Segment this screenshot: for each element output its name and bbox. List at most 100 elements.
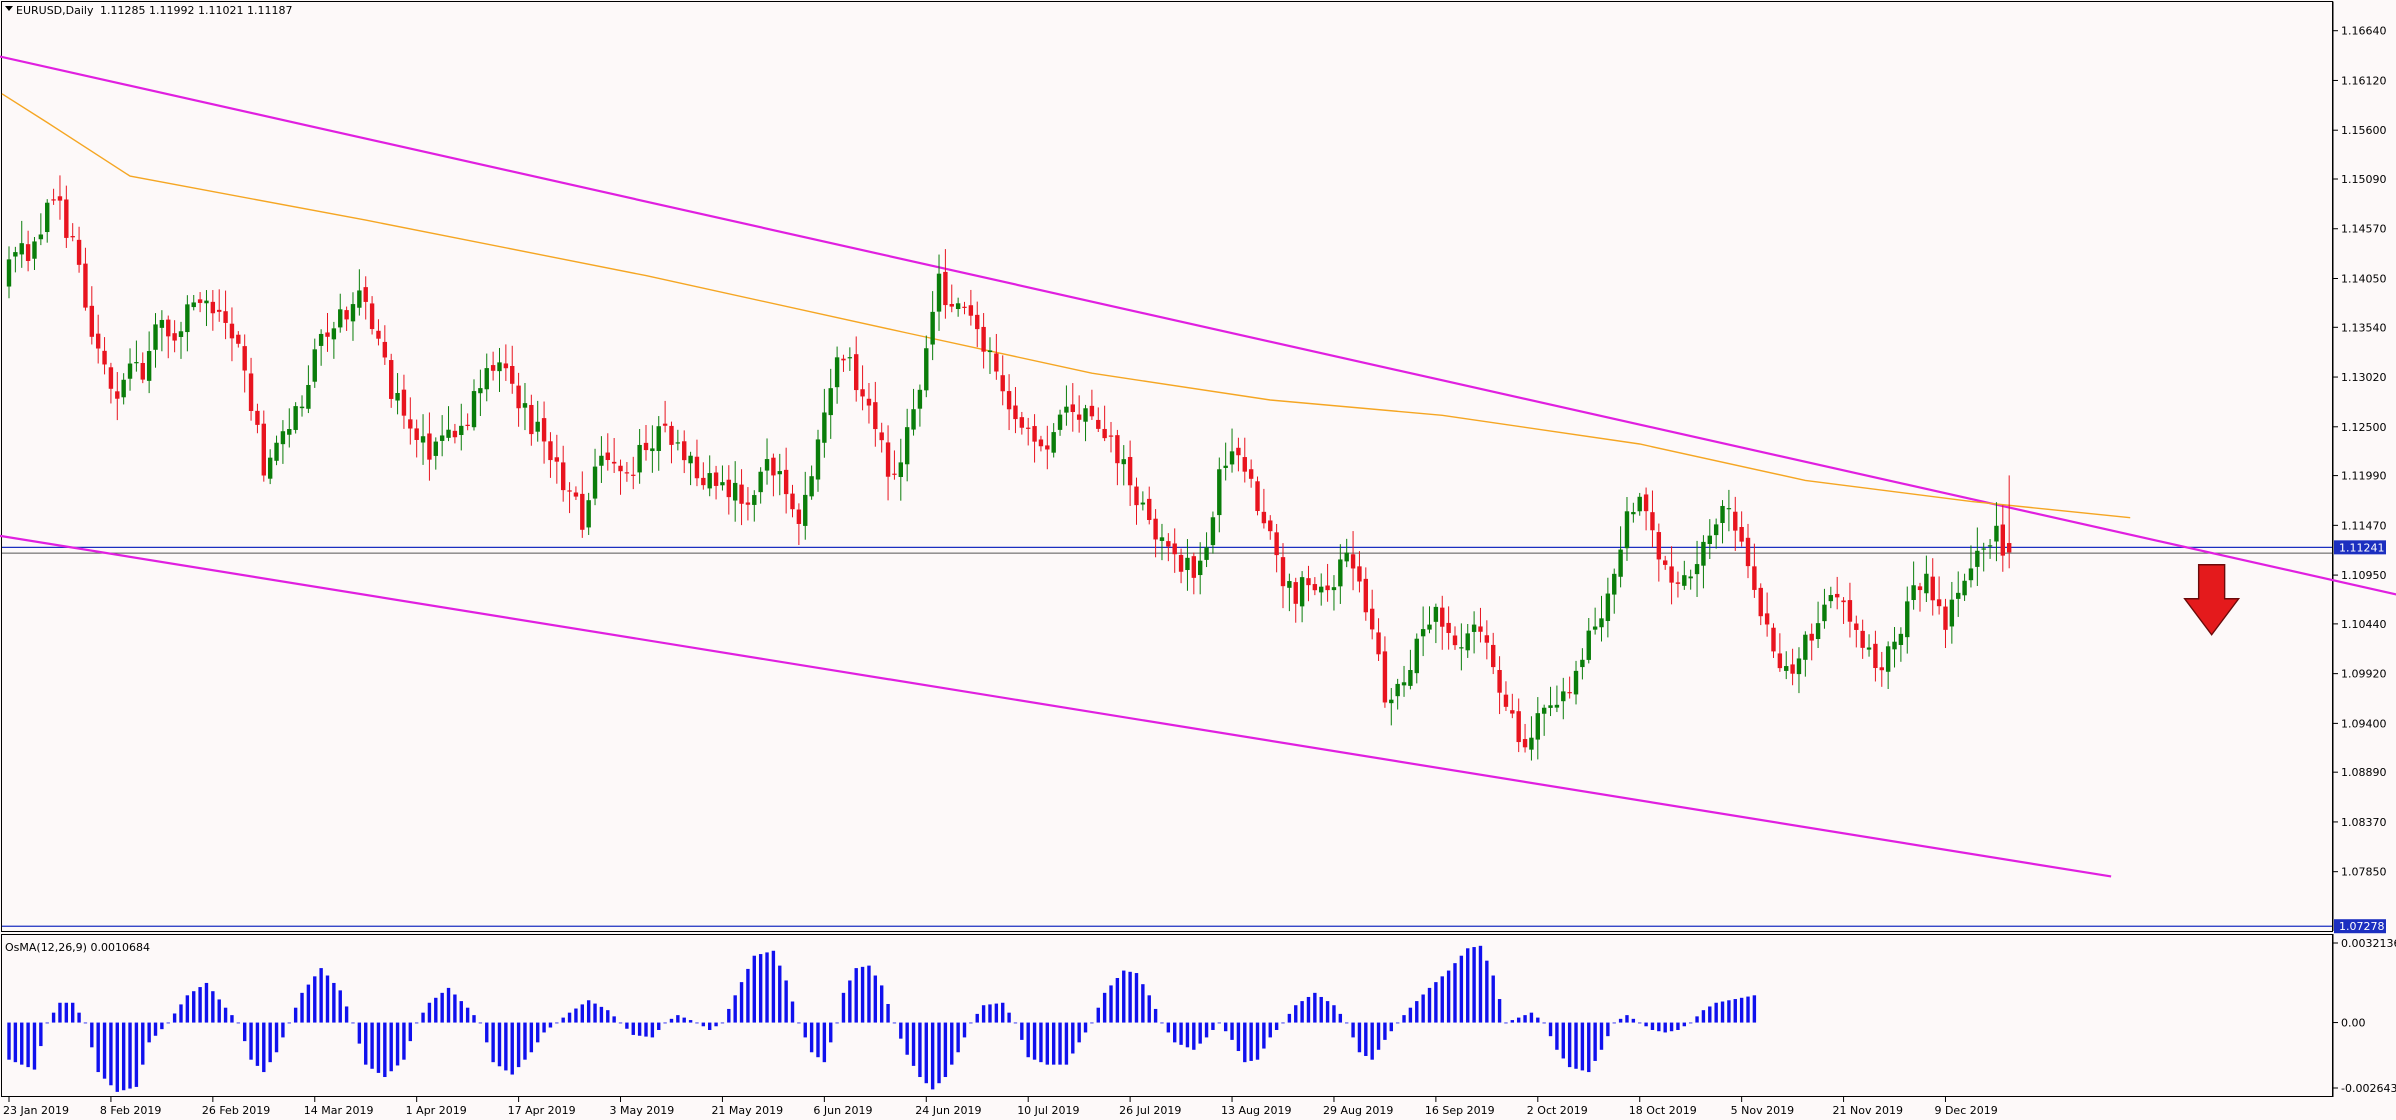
candle-bear xyxy=(1325,585,1330,591)
osma-bar xyxy=(1727,1000,1731,1023)
candle-bull xyxy=(752,495,757,505)
osma-bar xyxy=(255,1022,260,1066)
osma-bar xyxy=(1593,1022,1597,1061)
osma-bar xyxy=(1281,1022,1285,1024)
time-tick-label: 23 Jan 2019 xyxy=(3,1104,69,1117)
candle-bear xyxy=(1809,633,1814,641)
osma-bar xyxy=(1376,1022,1381,1050)
candle-bear xyxy=(745,502,751,505)
osma-bar xyxy=(739,982,744,1023)
candle-bear xyxy=(726,479,732,498)
candle-bull xyxy=(1949,599,1955,627)
candle-bear xyxy=(866,398,872,406)
candle-bear xyxy=(548,441,553,461)
descending-channel[interactable] xyxy=(0,55,2396,878)
candle-bear xyxy=(57,196,63,201)
osma-bar xyxy=(758,954,763,1023)
candle-bear xyxy=(560,462,566,491)
down-arrow-icon[interactable] xyxy=(2183,564,2241,636)
osma-bar xyxy=(1173,1022,1177,1043)
candle-bear xyxy=(567,490,572,492)
candle-bull xyxy=(1573,670,1579,695)
price-axis: 1.16640 1.16120 1.15600 1.15090 1.14570 1.140… xyxy=(2333,25,2387,879)
candle-bull xyxy=(446,429,451,438)
osma-bar xyxy=(714,1022,718,1027)
candle-bear xyxy=(1236,447,1241,456)
candle-bear xyxy=(1274,532,1279,556)
candle-bull xyxy=(1471,624,1477,632)
osma-bar xyxy=(860,966,865,1023)
osma-bar xyxy=(491,1022,495,1063)
candle-bull xyxy=(1414,638,1419,674)
lower-trendline[interactable] xyxy=(0,534,2112,878)
candle-bear xyxy=(1369,608,1375,630)
candle-bear xyxy=(1102,428,1107,439)
candle-bear xyxy=(1936,599,1942,607)
time-tick-label: 21 Nov 2019 xyxy=(1833,1104,1903,1117)
osma-bar xyxy=(1383,1022,1387,1040)
osma-bar xyxy=(1122,970,1126,1023)
osma-bar xyxy=(809,1022,814,1053)
candle-bear xyxy=(1669,566,1674,583)
candle-bull xyxy=(1885,646,1891,672)
osma-bar xyxy=(510,1022,514,1075)
candle-bear xyxy=(771,457,776,476)
candle-bull xyxy=(688,455,693,464)
osma-bar xyxy=(459,1001,463,1023)
candle-bear xyxy=(70,236,75,238)
osma-bar xyxy=(45,1022,49,1024)
candle-bear xyxy=(554,457,560,462)
candle-bull xyxy=(1605,593,1611,622)
time-tick-label: 21 May 2019 xyxy=(711,1104,783,1117)
candle-bear xyxy=(662,423,668,426)
osma-bar xyxy=(1185,1022,1190,1048)
osma-bar xyxy=(115,1022,119,1092)
osma-bar xyxy=(1555,1022,1559,1050)
candle-bull xyxy=(707,473,712,489)
candle-bull xyxy=(1956,592,1961,599)
candle-bull xyxy=(930,311,935,345)
candle-bear xyxy=(369,303,375,330)
candle-bull xyxy=(204,300,209,304)
candle-bear xyxy=(624,472,630,474)
osma-bar xyxy=(727,1008,731,1023)
indicator-tick-label: -0.0026435 xyxy=(2341,1082,2396,1095)
osma-bar xyxy=(1058,1022,1062,1065)
candle-bull xyxy=(280,431,286,445)
candle-bull xyxy=(1637,496,1642,512)
upper-trendline[interactable] xyxy=(0,55,2396,602)
indicator-axis: 0.0032136 0.00 -0.0026435 xyxy=(2333,937,2396,1095)
osma-bar xyxy=(1504,1022,1508,1024)
candle-bull xyxy=(764,459,770,471)
osma-bar xyxy=(574,1008,578,1023)
candle-bull xyxy=(1535,713,1540,740)
candle-bear xyxy=(344,310,349,320)
osma-bar xyxy=(1427,987,1432,1023)
candle-bull xyxy=(1905,601,1910,638)
osma-bar xyxy=(504,1022,508,1071)
candle-bull xyxy=(675,442,681,444)
candle-bull xyxy=(185,304,190,333)
osma-bar xyxy=(1567,1022,1572,1068)
candle-bear xyxy=(1382,651,1388,703)
osma-bar xyxy=(109,1022,113,1086)
candle-bull xyxy=(6,259,12,287)
candle-bear xyxy=(1643,494,1649,512)
chart-header: EURUSD,Daily 1.11285 1.11992 1.11021 1.1… xyxy=(5,4,292,17)
osma-bar xyxy=(950,1022,954,1065)
candle-bull xyxy=(153,324,158,350)
candle-bear xyxy=(414,428,419,440)
candle-bull xyxy=(312,349,317,382)
dropdown-triangle-icon[interactable] xyxy=(5,6,13,11)
time-tick-label: 3 May 2019 xyxy=(610,1104,675,1117)
horizontal-levels[interactable] xyxy=(2,546,2332,927)
candle-bear xyxy=(255,410,260,425)
candle-bear xyxy=(1293,582,1298,604)
candle-bear xyxy=(1108,435,1114,437)
candle-bear xyxy=(1350,554,1356,569)
candle-bull xyxy=(1427,624,1432,630)
sell-arrow[interactable] xyxy=(2183,564,2241,636)
price-tick-label: 1.13020 xyxy=(2341,371,2387,384)
